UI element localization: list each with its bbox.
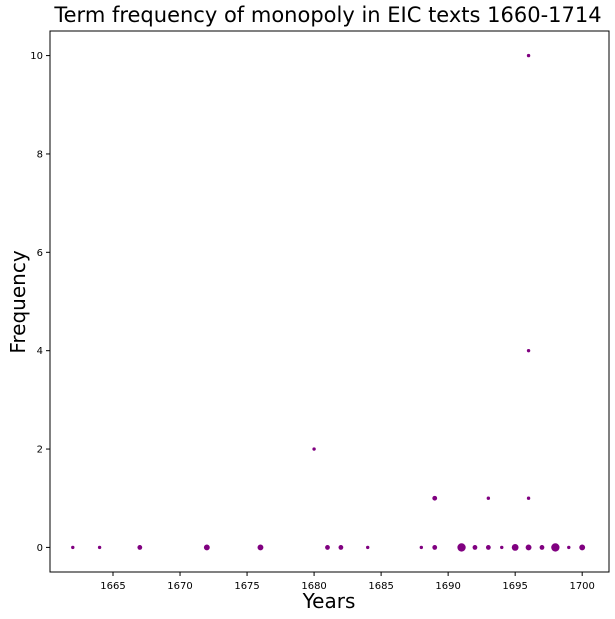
data-point — [338, 545, 344, 550]
y-axis-ticks: 0 2 4 6 8 10 — [30, 51, 50, 554]
data-point — [525, 544, 532, 551]
data-point — [579, 544, 586, 551]
y-axis-label: Frequency — [6, 250, 30, 353]
data-point — [325, 545, 330, 550]
chart-title: Term frequency of monopoly in EIC texts … — [53, 3, 601, 27]
data-point — [551, 543, 560, 552]
x-tick-label: 1670 — [167, 581, 192, 592]
data-point — [457, 543, 466, 552]
y-tick-label: 4 — [37, 346, 43, 357]
x-tick-label: 1680 — [301, 581, 326, 592]
y-tick-label: 6 — [37, 248, 43, 259]
data-point — [500, 545, 504, 550]
x-tick-label: 1695 — [502, 581, 527, 592]
x-tick-label: 1665 — [100, 581, 125, 592]
x-tick-label: 1700 — [569, 581, 594, 592]
data-point — [366, 545, 370, 550]
data-point — [511, 544, 519, 551]
data-point — [97, 545, 102, 550]
x-tick-label: 1685 — [368, 581, 393, 592]
data-point — [257, 544, 264, 551]
data-point — [526, 496, 531, 500]
plot-frame — [49, 30, 610, 573]
x-axis-ticks: 1665 1670 1675 1680 1685 1690 1695 1700 — [100, 572, 595, 592]
data-point — [567, 545, 571, 550]
data-point — [137, 545, 143, 550]
data-point — [486, 496, 491, 500]
data-points — [71, 53, 586, 552]
data-point — [312, 447, 316, 451]
data-point — [539, 545, 545, 550]
data-point — [432, 545, 438, 550]
data-point — [526, 348, 531, 353]
x-axis-label: Years — [302, 589, 356, 613]
y-tick-label: 8 — [37, 149, 43, 160]
x-tick-label: 1690 — [435, 581, 460, 592]
y-tick-label: 0 — [37, 543, 43, 554]
y-tick-label: 10 — [30, 51, 43, 62]
data-point — [526, 53, 531, 58]
data-point — [419, 545, 424, 550]
data-point — [203, 544, 210, 551]
y-tick-label: 2 — [37, 445, 43, 456]
x-tick-label: 1675 — [234, 581, 259, 592]
data-point — [432, 495, 438, 501]
data-point — [485, 545, 491, 550]
data-point — [472, 545, 478, 550]
data-point — [71, 545, 75, 550]
